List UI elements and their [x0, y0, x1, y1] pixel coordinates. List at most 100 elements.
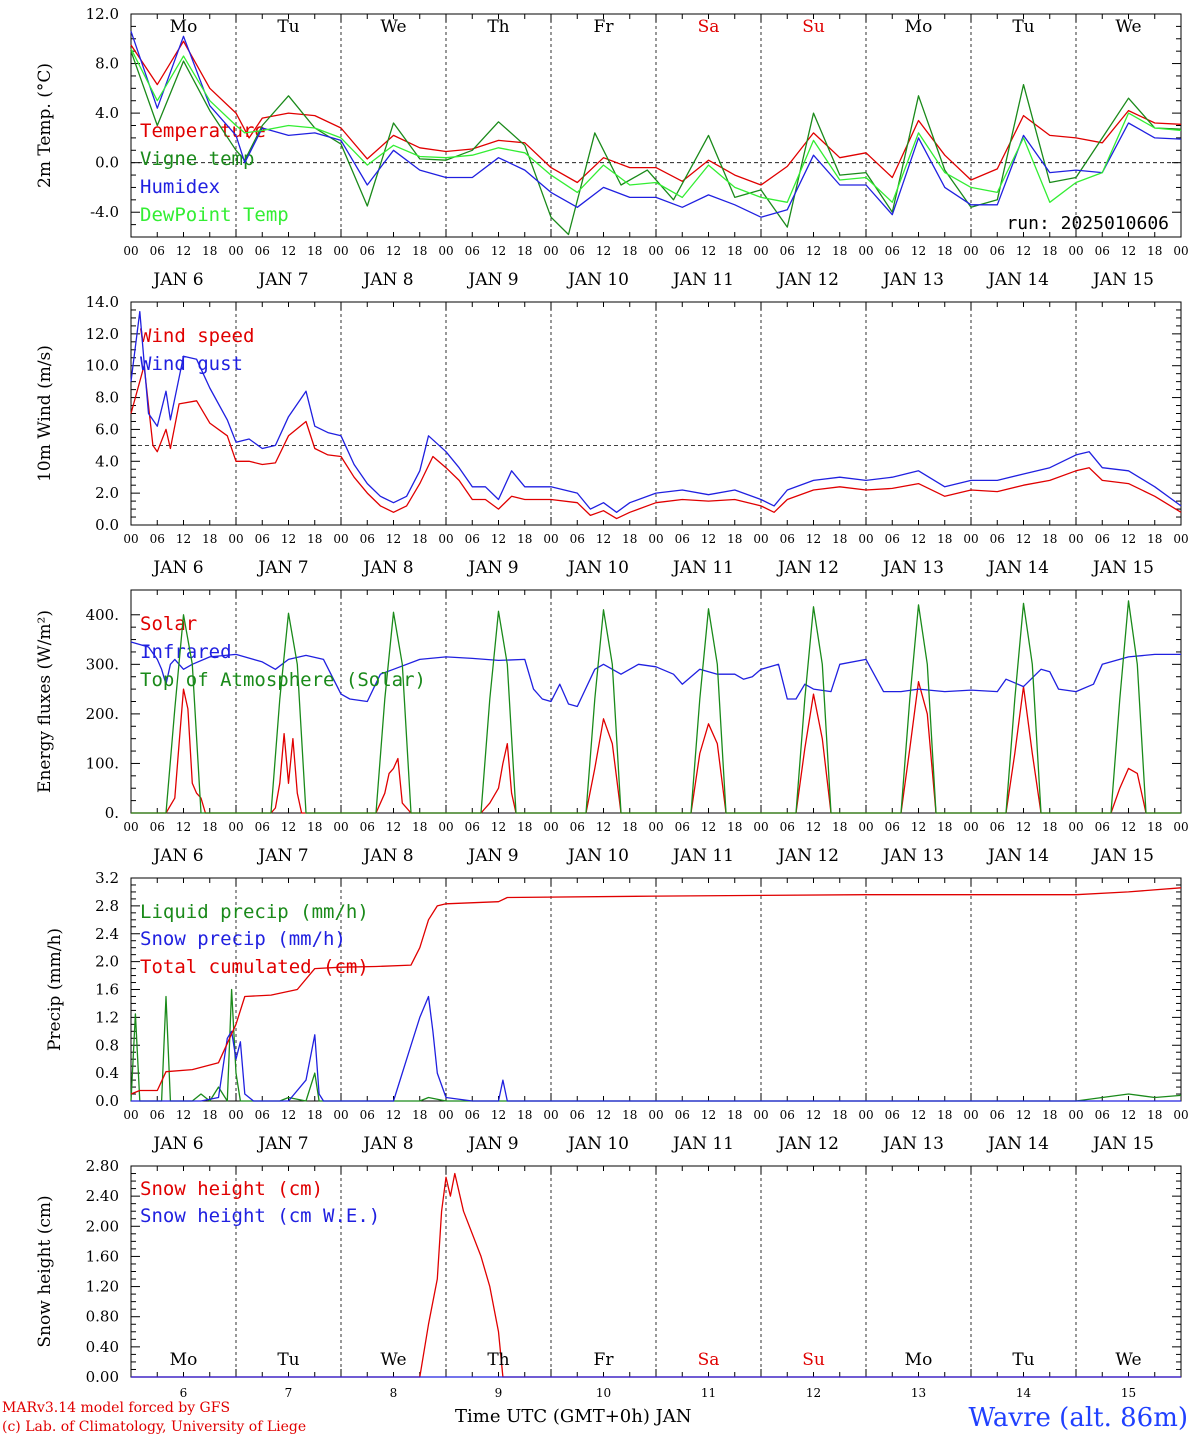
hour-tick-label: 00 — [858, 1108, 873, 1122]
date-label: JAN 9 — [466, 270, 518, 290]
day-of-week-label: Su — [802, 17, 825, 37]
hour-tick-label: 00 — [1068, 244, 1083, 258]
hour-tick-label: 00 — [123, 820, 138, 834]
hour-tick-label: 18 — [622, 820, 637, 834]
date-label: JAN 6 — [151, 270, 203, 290]
date-label: JAN 7 — [256, 846, 308, 866]
hour-tick-label: 06 — [885, 1108, 900, 1122]
date-label: JAN 15 — [1091, 1134, 1154, 1154]
hour-tick-label: 18 — [1147, 820, 1162, 834]
y-tick-label: 12.0 — [86, 5, 119, 23]
hour-tick-label: 12 — [701, 532, 716, 546]
hour-tick-label: 06 — [675, 244, 690, 258]
hour-tick-label: 12 — [281, 244, 296, 258]
station-title: Wavre (alt. 86m) — [968, 1403, 1188, 1433]
hour-tick-label: 18 — [622, 244, 637, 258]
hour-tick-label: 00 — [1173, 532, 1188, 546]
hour-tick-label: 00 — [858, 532, 873, 546]
hour-tick-label: 12 — [911, 1108, 926, 1122]
date-label: JAN 6 — [151, 846, 203, 866]
series-line-1-4 — [130, 48, 1182, 203]
hour-tick-label: 18 — [517, 820, 532, 834]
date-label: JAN 9 — [466, 1134, 518, 1154]
legend-entry: Liquid precip (mm/h) — [140, 901, 369, 923]
hour-tick-label: 06 — [675, 532, 690, 546]
hour-tick-label: 12 — [1121, 1108, 1136, 1122]
hour-tick-label: 00 — [123, 532, 138, 546]
hour-tick-label: 12 — [701, 820, 716, 834]
hour-tick-label: 18 — [202, 532, 217, 546]
hour-tick-label: 18 — [517, 532, 532, 546]
hour-tick-label: 18 — [517, 244, 532, 258]
hour-tick-label: 06 — [570, 820, 585, 834]
day-number-label: 6 — [180, 1386, 188, 1400]
legend-entry: Wind gust — [140, 353, 243, 375]
day-of-week-label: Fr — [594, 17, 615, 37]
legend-entry: Top of Atmosphere (Solar) — [140, 669, 426, 691]
hour-tick-label: 12 — [491, 532, 506, 546]
y-tick-label: 0. — [105, 804, 119, 822]
hour-tick-label: 18 — [937, 1108, 952, 1122]
hour-tick-label: 12 — [281, 1108, 296, 1122]
hour-tick-label: 00 — [228, 1108, 243, 1122]
date-label: JAN 14 — [986, 1134, 1049, 1154]
y-tick-label: 0.8 — [95, 1036, 119, 1054]
y-tick-label: 4.0 — [95, 104, 119, 122]
hour-tick-label: 18 — [307, 1108, 322, 1122]
hour-tick-label: 12 — [806, 1108, 821, 1122]
meteogram: -4.0 0.0 4.0 8.0 12.0 2m Temp. (°C) Temperatur… — [35, 5, 1189, 1400]
hour-tick-label: 00 — [963, 532, 978, 546]
date-label: JAN 8 — [361, 846, 413, 866]
hour-tick-label: 06 — [675, 1108, 690, 1122]
date-label: JAN 7 — [256, 558, 308, 578]
y-tick-label: 200. — [86, 705, 119, 723]
hour-tick-label: 12 — [1016, 1108, 1031, 1122]
hour-tick-label: 18 — [727, 820, 742, 834]
hour-tick-label: 00 — [1068, 820, 1083, 834]
date-label: JAN 13 — [881, 270, 944, 290]
y-tick-label: 14.0 — [86, 293, 119, 311]
hour-tick-label: 00 — [1068, 1108, 1083, 1122]
hour-tick-label: 12 — [1121, 820, 1136, 834]
day-of-week-label: We — [380, 17, 406, 37]
hour-tick-label: 12 — [701, 244, 716, 258]
legend-entry: Wind speed — [140, 325, 254, 347]
hour-tick-label: 18 — [937, 532, 952, 546]
hour-tick-label: 18 — [412, 820, 427, 834]
day-of-week-label: Mo — [905, 1350, 933, 1370]
hour-tick-label: 06 — [570, 244, 585, 258]
hour-tick-label: 06 — [255, 532, 270, 546]
hour-tick-label: 00 — [333, 820, 348, 834]
y-tick-label: 0.0 — [95, 1092, 119, 1110]
hour-tick-label: 00 — [963, 1108, 978, 1122]
hour-tick-label: 00 — [228, 244, 243, 258]
y-tick-label: 1.60 — [86, 1247, 119, 1265]
y-tick-label: 1.6 — [95, 981, 119, 999]
hour-tick-label: 00 — [543, 532, 558, 546]
hour-tick-label: 12 — [176, 244, 191, 258]
hour-tick-label: 06 — [360, 244, 375, 258]
hour-tick-label: 00 — [1173, 244, 1188, 258]
hour-tick-label: 18 — [727, 532, 742, 546]
y-tick-label: 0.00 — [86, 1368, 119, 1386]
hour-tick-label: 12 — [911, 244, 926, 258]
date-label: JAN 6 — [151, 1134, 203, 1154]
hour-tick-label: 00 — [753, 820, 768, 834]
hour-tick-label: 00 — [648, 820, 663, 834]
y-tick-label: 100. — [86, 754, 119, 772]
hour-tick-label: 12 — [281, 820, 296, 834]
hour-tick-label: 12 — [1121, 532, 1136, 546]
y-tick-label: 2.40 — [86, 1187, 119, 1205]
date-label: JAN 10 — [566, 558, 629, 578]
day-number-label: 11 — [701, 1386, 716, 1400]
y-tick-label: 3.2 — [95, 869, 119, 887]
hour-tick-label: 06 — [1095, 820, 1110, 834]
hour-tick-label: 06 — [150, 1108, 165, 1122]
hour-tick-label: 06 — [1095, 1108, 1110, 1122]
hour-tick-label: 00 — [648, 244, 663, 258]
hour-tick-label: 18 — [517, 1108, 532, 1122]
day-of-week-label: Tu — [277, 1350, 299, 1370]
hour-tick-label: 18 — [832, 244, 847, 258]
hour-tick-label: 00 — [648, 532, 663, 546]
series-line-1-1 — [130, 40, 1182, 186]
